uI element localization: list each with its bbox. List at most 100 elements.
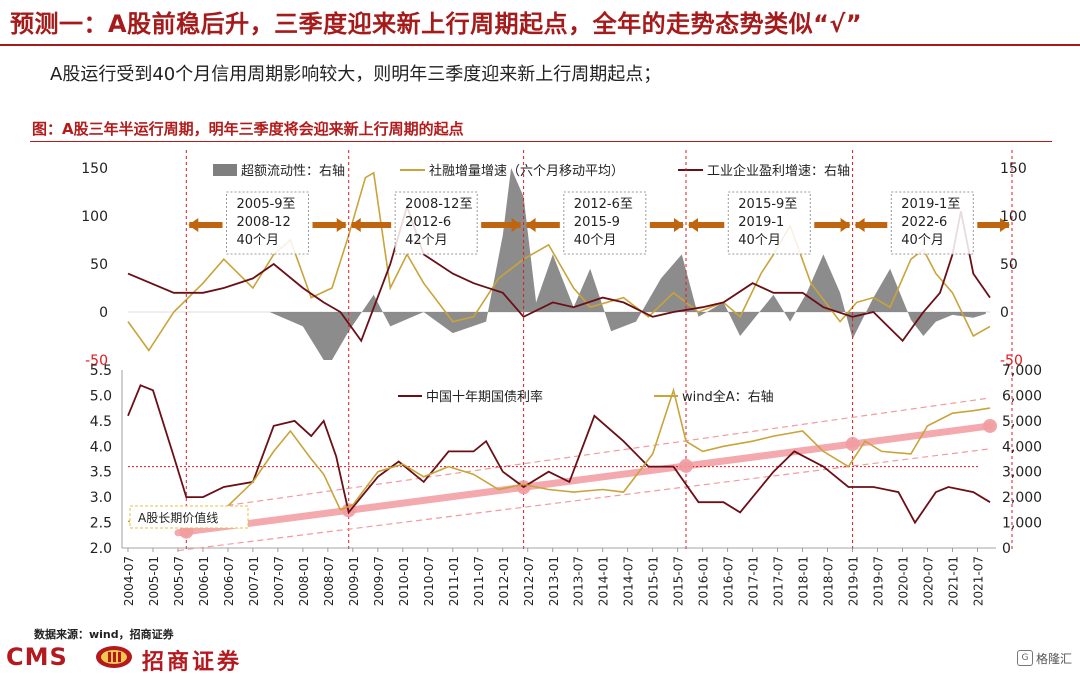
x-tick-label: 2018-01 (797, 556, 811, 606)
x-tick-label: 2010-01 (397, 556, 411, 606)
watermark-text: 格隆汇 (1035, 651, 1072, 666)
bottom-left-tick-label: 5.0 (90, 388, 112, 404)
cycle-arrowhead-left (854, 218, 865, 232)
cycle-period-box (563, 191, 647, 255)
figure-caption: 图：A股三年半运行周期，明年三季度将会迎来新上行周期的起点 (32, 120, 464, 138)
bottom-right-tick-label: 3,000 (1002, 465, 1042, 481)
bottom-right-tick-label: 5,000 (1002, 414, 1042, 430)
top-right-tick-label: 150 (1000, 161, 1027, 177)
x-tick-label: 2012-01 (497, 556, 511, 606)
cycle-period-box (226, 191, 310, 255)
x-tick-label: 2016-01 (697, 556, 711, 606)
bottom-left-tick-label: 2.5 (90, 516, 112, 532)
legend-label-industrial-profit: 工业企业盈利增速：右轴 (707, 163, 850, 179)
cms-logo: CMS 招商证券 (0, 642, 300, 675)
cycle-period-label: 2012-6 (405, 215, 451, 230)
x-tick-label: 2008-07 (322, 556, 336, 606)
top-right-tick-label: 100 (1000, 209, 1027, 225)
cycle-arrowhead-right (336, 218, 347, 232)
x-tick-label: 2013-01 (547, 556, 561, 606)
x-tick-label: 2017-01 (747, 556, 761, 606)
area-excess-liquidity (269, 168, 986, 360)
cycle-arrowhead-right (840, 218, 851, 232)
x-tick-label: 2021-01 (947, 556, 961, 606)
x-tick-label: 2006-07 (222, 556, 236, 606)
cycle-period-label: 2008-12 (237, 215, 291, 230)
cycle-arrowhead-right (1000, 218, 1010, 232)
x-tick-label: 2020-07 (922, 556, 936, 606)
x-tick-label: 2013-07 (572, 556, 586, 606)
slide-subtitle: A股运行受到40个月信用周期影响较大，则明年三季度迎来新上行周期起点； (50, 64, 662, 85)
x-tick-label: 2012-07 (522, 556, 536, 606)
x-tick-label: 2005-01 (147, 556, 161, 606)
legend-label-10y-bond: 中国十年期国债利率 (426, 389, 543, 405)
cycle-period-label: 40个月 (901, 233, 944, 248)
x-tick-label: 2008-01 (297, 556, 311, 606)
x-tick-label: 2016-07 (722, 556, 736, 606)
bottom-right-tick-label: 7,000 (1002, 363, 1042, 379)
logo-cn-text: 招商证券 (142, 650, 243, 675)
cycle-arrowhead-left (188, 218, 199, 232)
x-tick-label: 2011-01 (447, 556, 461, 606)
top-left-tick-label: 150 (81, 161, 108, 177)
x-tick-label: 2019-07 (872, 556, 886, 606)
legend-label-excess-liquidity: 超额流动性：右轴 (241, 164, 345, 179)
cycle-period-label: 42个月 (405, 233, 448, 248)
bottom-left-tick-label: 4.0 (90, 439, 112, 455)
cycle-period-box (890, 191, 974, 255)
legend-swatch-excess-liquidity (213, 164, 237, 176)
line-10y-bond-yield (127, 384, 991, 525)
figure-divider (30, 141, 1052, 142)
x-tick-label: 2014-07 (622, 556, 636, 606)
top-right-tick-label: 0 (1000, 305, 1009, 321)
x-tick-label: 2006-01 (197, 556, 211, 606)
x-tick-label: 2018-07 (822, 556, 836, 606)
source-note: 数据来源：wind，招商证券 (34, 628, 174, 641)
cycle-period-label: 2022-6 (901, 215, 947, 230)
bottom-left-tick-label: 4.5 (90, 414, 112, 430)
top-right-tick-label: 50 (1000, 257, 1018, 273)
bottom-right-tick-label: 1,000 (1002, 516, 1042, 532)
x-tick-label: 2010-07 (422, 556, 436, 606)
cycle-period-label: 40个月 (738, 233, 781, 248)
x-tick-label: 2005-07 (172, 556, 186, 606)
x-tick-label: 2015-07 (672, 556, 686, 606)
legend-label-social-financing: 社融增量增速（六个月移动平均） (429, 163, 624, 179)
logo-text: CMS (6, 643, 68, 671)
bottom-right-tick-label: 4,000 (1002, 439, 1042, 455)
cycle-arrowhead-left (688, 218, 699, 232)
x-tick-label: 2019-01 (847, 556, 861, 606)
cycle-arrowhead-right (511, 218, 522, 232)
x-tick-label: 2009-07 (372, 556, 386, 606)
bottom-left-tick-label: 5.5 (90, 363, 112, 379)
cycle-period-label: 2005-9至 (237, 197, 296, 212)
bottom-right-tick-label: 6,000 (1002, 388, 1042, 404)
cycle-period-label: 2015-9至 (738, 197, 797, 212)
legend-label-wind-all-a: wind全A：右轴 (682, 389, 774, 405)
line-industrial-profit (127, 203, 991, 343)
cycle-period-label: 40个月 (237, 233, 280, 248)
cycle-point-dot (679, 458, 694, 473)
top-left-tick-label: 100 (81, 209, 108, 225)
cycle-point-dot (845, 437, 860, 452)
x-tick-label: 2020-01 (897, 556, 911, 606)
x-tick-label: 2017-07 (772, 556, 786, 606)
x-tick-label: 2015-01 (647, 556, 661, 606)
cycle-arrowhead-left (350, 218, 361, 232)
watermark-icon: G (1016, 650, 1033, 666)
bottom-left-tick-label: 2.0 (90, 541, 112, 557)
x-tick-label: 2004-07 (122, 556, 136, 606)
cycle-period-label: 2019-1至 (901, 197, 960, 212)
line-wind-all-a (127, 387, 991, 528)
cycle-period-label: 2015-9 (574, 215, 620, 230)
cycle-arrowhead-right (674, 218, 685, 232)
bottom-right-tick-label: 2,000 (1002, 490, 1042, 506)
slide-title: 预测一：A股前稳后升，三季度迎来新上行周期起点，全年的走势态势类似“√” (10, 10, 863, 38)
top-right-tick-label: -50 (1000, 353, 1023, 369)
bottom-left-tick-label: 3.5 (90, 465, 112, 481)
trend-label-text: A股长期价值线 (138, 510, 218, 525)
cycle-period-label: 2012-6至 (574, 197, 633, 212)
bottom-right-tick-label: 0 (1002, 541, 1011, 557)
cycle-arrowhead-left (525, 218, 536, 232)
x-tick-label: 2009-01 (347, 556, 361, 606)
